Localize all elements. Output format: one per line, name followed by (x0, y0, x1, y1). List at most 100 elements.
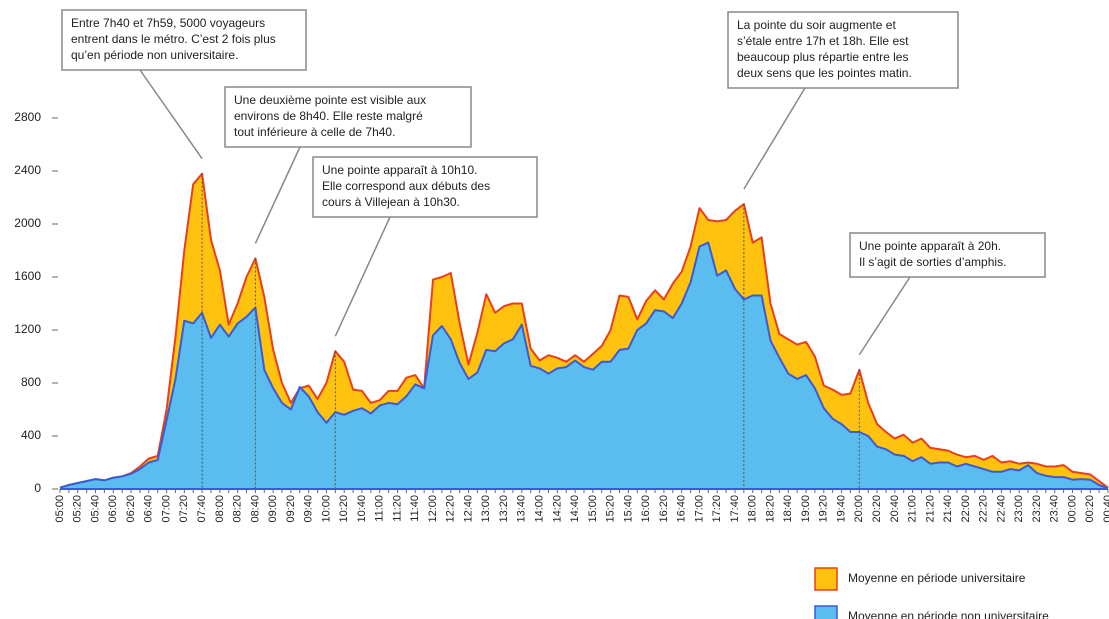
y-tick-label: 1200 (14, 322, 41, 336)
annotation-box (224, 86, 472, 148)
x-tick-label: 20:20 (871, 495, 883, 523)
x-tick-label: 14:40 (569, 495, 581, 523)
y-tick-label: 400 (21, 428, 41, 442)
area (60, 242, 1108, 489)
x-tick-label: 22:20 (978, 495, 990, 523)
line (59, 172, 1109, 489)
x-tick-label: 19:40 (835, 495, 847, 523)
leader-line (254, 146, 301, 244)
x-tick-label: 06:20 (125, 495, 137, 523)
x-tick-label: 11:40 (409, 495, 421, 522)
x-tick-label: 00:20 (1084, 495, 1096, 523)
line (59, 241, 1109, 490)
x-tick-label: 12:20 (445, 495, 457, 523)
x-tick-label: 07:00 (160, 495, 172, 523)
x-tick-label: 08:40 (249, 495, 261, 523)
annotation-text: Il s’agit de sorties d’amphis. (859, 255, 1006, 269)
annotation-text: qu’en période non universitaire. (71, 48, 238, 62)
y-tick-label: 0 (34, 481, 41, 495)
x-tick-label: 20:40 (889, 495, 901, 523)
legend-swatch (814, 567, 838, 591)
x-tick-label: 18:20 (764, 495, 776, 523)
annotation-text: Entre 7h40 et 7h59, 5000 voyageurs (71, 16, 265, 30)
annotation-text: deux sens que les pointes matin. (737, 66, 912, 80)
x-tick-label: 16:20 (658, 495, 670, 523)
x-tick-label: 21:20 (924, 495, 936, 523)
x-tick-label: 19:20 (818, 495, 830, 523)
x-tick-label: 16:40 (676, 495, 688, 523)
x-tick-label: 21:00 (907, 495, 919, 523)
x-tick-label: 06:00 (107, 495, 119, 523)
annotation-text: environs de 8h40. Elle reste malgré (234, 109, 423, 123)
legend-label: Moyenne en période universitaire (848, 571, 1026, 585)
x-tick-label: 13:00 (480, 495, 492, 523)
x-tick-label: 17:40 (729, 495, 741, 523)
annotation-text: tout inférieure à celle de 7h40. (234, 125, 395, 139)
annotation-text: Une pointe apparaît à 10h10. (322, 163, 477, 177)
y-tick-label: 800 (21, 375, 41, 389)
x-tick-label: 10:00 (320, 495, 332, 523)
x-tick-label: 23:00 (1013, 495, 1025, 523)
x-tick-label: 13:40 (516, 495, 528, 523)
x-tick-label: 11:20 (391, 495, 403, 522)
leader-line (334, 216, 391, 337)
annotation-text: s’étale entre 17h et 18h. Elle est (737, 34, 909, 48)
x-tick-label: 21:40 (942, 495, 954, 523)
leader-line (743, 87, 806, 190)
y-tick-label: 2000 (14, 216, 41, 230)
annotation-box (312, 156, 538, 218)
annotation-text: La pointe du soir augmente et (737, 18, 896, 32)
x-tick-label: 19:00 (800, 495, 812, 523)
x-tick-label: 08:20 (232, 495, 244, 523)
x-tick-label: 05:20 (72, 495, 84, 523)
legend-label: Moyenne en période non universitaire (848, 609, 1049, 619)
x-tick-label: 09:40 (303, 495, 315, 523)
x-tick-label: 11:00 (374, 495, 386, 522)
x-tick-label: 13:20 (498, 495, 510, 523)
x-tick-label: 22:00 (960, 495, 972, 523)
y-tick-label: 2800 (14, 110, 41, 124)
y-tick-label: 1600 (14, 269, 41, 283)
x-tick-label: 07:20 (178, 495, 190, 523)
x-tick-label: 15:20 (605, 495, 617, 523)
x-tick-label: 16:00 (640, 495, 652, 523)
x-tick-label: 10:20 (338, 495, 350, 523)
x-tick-label: 17:20 (711, 495, 723, 523)
x-tick-label: 23:20 (1031, 495, 1043, 523)
x-tick-label: 08:00 (214, 495, 226, 523)
legend-swatch (814, 605, 838, 619)
x-tick-label: 17:00 (693, 495, 705, 523)
x-tick-label: 07:40 (196, 495, 208, 523)
x-tick-label: 09:00 (267, 495, 279, 523)
x-tick-label: 12:40 (462, 495, 474, 523)
y-tick-label: 2400 (14, 163, 41, 177)
x-tick-label: 00:40 (1102, 495, 1109, 523)
annotation-text: Une pointe apparaît à 20h. (859, 239, 1001, 253)
annotation-text: beaucoup plus répartie entre les (737, 50, 908, 64)
area (60, 173, 1108, 489)
annotation-text: entrent dans le métro. C’est 2 fois plus (71, 32, 276, 46)
x-tick-label: 10:40 (356, 495, 368, 523)
annotation-text: Elle correspond aux débuts des (322, 179, 490, 193)
x-tick-label: 00:00 (1066, 495, 1078, 523)
x-tick-label: 20:00 (853, 495, 865, 523)
annotation-box (849, 232, 1046, 278)
x-tick-label: 14:20 (551, 495, 563, 523)
x-tick-label: 06:40 (143, 495, 155, 523)
x-tick-label: 18:00 (747, 495, 759, 523)
x-tick-label: 15:40 (622, 495, 634, 523)
x-tick-label: 05:00 (54, 495, 66, 523)
x-tick-label: 14:00 (533, 495, 545, 523)
annotation-box (727, 11, 959, 89)
x-tick-label: 12:00 (427, 495, 439, 523)
annotation-box (61, 9, 307, 71)
x-tick-label: 18:40 (782, 495, 794, 523)
leader-line (858, 276, 911, 356)
x-tick-label: 05:40 (89, 495, 101, 523)
annotation-text: cours à Villejean à 10h30. (322, 195, 460, 209)
x-tick-label: 09:20 (285, 495, 297, 523)
x-tick-label: 15:00 (587, 495, 599, 523)
x-tick-label: 23:40 (1049, 495, 1061, 523)
annotation-text: Une deuxième pointe est visible aux (234, 93, 426, 107)
